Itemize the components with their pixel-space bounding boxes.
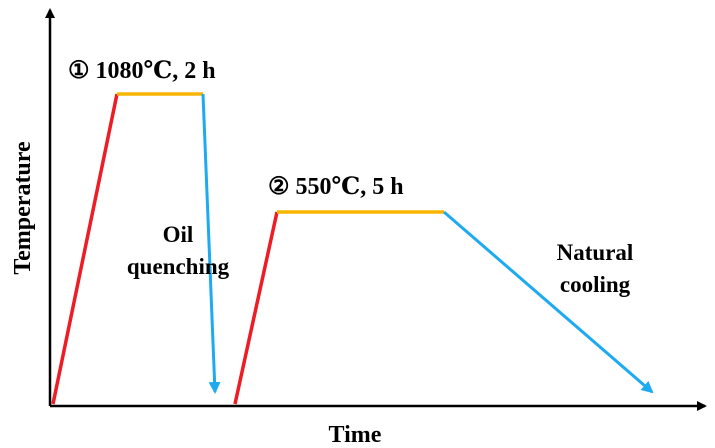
oil-label: Oil: [163, 222, 194, 247]
quenching-label: quenching: [127, 254, 230, 279]
stage2-label: ② 550℃, 5 h: [268, 174, 404, 200]
stage2-cooling-arrow: [443, 210, 654, 394]
x-axis-label: Time: [329, 422, 382, 448]
natural-label: Natural: [557, 240, 634, 265]
stage2-heating-line: [233, 211, 279, 405]
cooling-label: cooling: [560, 272, 631, 297]
stage1-label: ① 1080℃, 2 h: [68, 58, 216, 84]
stage1-quench-arrow: [201, 93, 221, 394]
y-axis-label: Temperature: [10, 141, 36, 275]
stage1-heating-line: [51, 93, 119, 405]
